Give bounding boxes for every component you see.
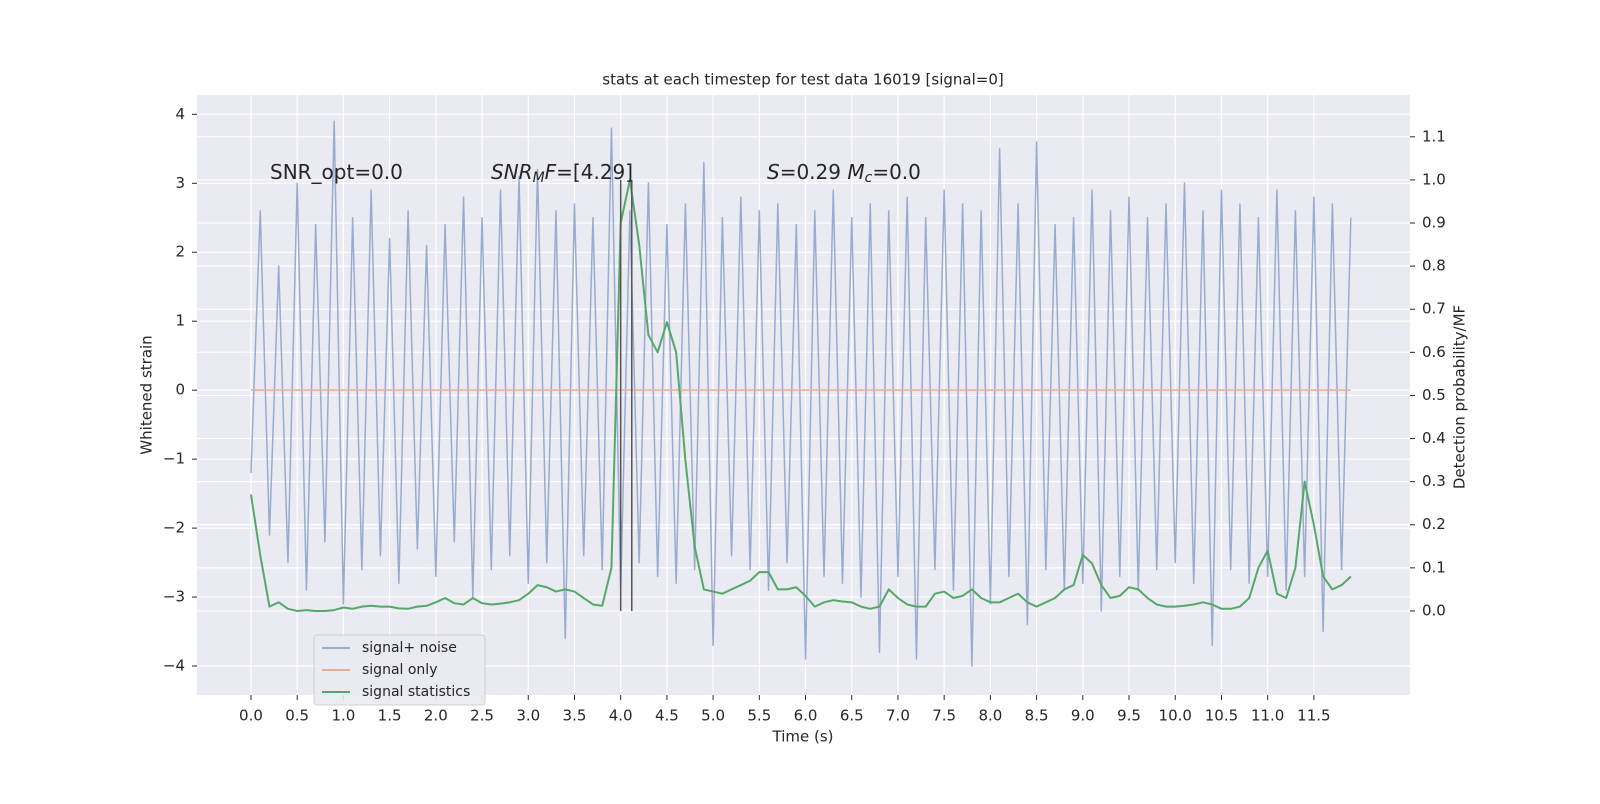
legend-label: signal+ noise: [362, 640, 457, 656]
y-tick-label: 1: [175, 312, 185, 330]
y2-tick-label: 0.9: [1422, 214, 1446, 232]
annotation: SNRMF=[4.29]: [491, 160, 633, 187]
x-tick-label: 8.0: [978, 707, 1002, 725]
y-tick-label: −4: [163, 657, 185, 675]
y-tick-label: 0: [175, 381, 185, 399]
annotation-part: S: [767, 160, 780, 184]
y-axis-label: Whitened strain: [138, 335, 156, 454]
legend-box: [313, 634, 486, 706]
y2-tick-label: 1.1: [1422, 127, 1446, 145]
x-tick-label: 2.5: [470, 707, 494, 725]
x-tick-label: 2.0: [424, 707, 448, 725]
annotation-part: =0.0: [872, 160, 921, 184]
x-tick-label: 1.5: [378, 707, 402, 725]
x-tick-label: 9.5: [1117, 707, 1141, 725]
annotation-part: F: [545, 160, 557, 184]
x-tick-label: 9.0: [1071, 707, 1095, 725]
x-tick-label: 6.5: [840, 707, 864, 725]
chart-title: stats at each timestep for test data 160…: [602, 71, 1003, 89]
x-tick-label: 5.5: [747, 707, 771, 725]
annotation-part: M: [533, 170, 545, 186]
y-tick-label: 4: [175, 105, 185, 123]
annotation-part: M: [847, 160, 864, 184]
y2-tick-label: 0.4: [1422, 429, 1446, 447]
y2-tick-label: 0.7: [1422, 300, 1446, 318]
annotation-part: c: [865, 170, 873, 186]
y2-tick-label: 0.6: [1422, 343, 1446, 361]
x-tick-label: 5.0: [701, 707, 725, 725]
x-tick-label: 0.0: [239, 707, 263, 725]
y-tick-label: 2: [175, 243, 185, 261]
y-tick-label: −1: [163, 450, 185, 468]
annotation-part: SNR: [491, 160, 533, 184]
x-tick-label: 6.0: [794, 707, 818, 725]
x-tick-label: 0.5: [285, 707, 309, 725]
y2-tick-label: 0.1: [1422, 558, 1446, 576]
x-tick-label: 10.0: [1159, 707, 1192, 725]
legend-label: signal only: [362, 662, 437, 678]
annotation-part: =0.29: [780, 160, 848, 184]
series-line: [249, 178, 1352, 612]
x-tick-label: 4.5: [655, 707, 679, 725]
y2-tick-label: 0.3: [1422, 472, 1446, 490]
y-tick-label: −2: [163, 519, 185, 537]
series-line: [250, 120, 1352, 667]
annotation: SNR_opt=0.0: [270, 160, 403, 184]
x-tick-label: 3.0: [516, 707, 540, 725]
x-tick-label: 3.5: [563, 707, 587, 725]
legend: signal+ noise signal only signal statistic…: [313, 634, 486, 706]
y2-tick-label: 0.2: [1422, 515, 1446, 533]
y2-tick-label: 0.5: [1422, 386, 1446, 404]
y2-axis-label: Detection probability/MF: [1451, 305, 1469, 489]
x-axis-label: Time (s): [772, 728, 834, 746]
x-tick-label: 8.5: [1025, 707, 1049, 725]
y-tick-label: −3: [163, 588, 185, 606]
x-tick-label: 11.0: [1251, 707, 1284, 725]
x-tick-label: 11.5: [1297, 707, 1330, 725]
x-tick-label: 1.0: [331, 707, 355, 725]
x-tick-label: 7.5: [932, 707, 956, 725]
y2-tick-label: 0.0: [1422, 601, 1446, 619]
y2-tick-label: 1.0: [1422, 170, 1446, 188]
annotation-part: =[4.29]: [556, 160, 633, 184]
x-tick-label: 7.0: [886, 707, 910, 725]
y2-tick-label: 0.8: [1422, 257, 1446, 275]
legend-label: signal statistics: [362, 684, 470, 700]
y-tick-label: 3: [175, 174, 185, 192]
x-tick-label: 10.5: [1205, 707, 1238, 725]
x-tick-label: 4.0: [609, 707, 633, 725]
annotation: S=0.29 Mc=0.0: [767, 160, 921, 187]
annotation-part: SNR_opt=0.0: [270, 160, 403, 184]
